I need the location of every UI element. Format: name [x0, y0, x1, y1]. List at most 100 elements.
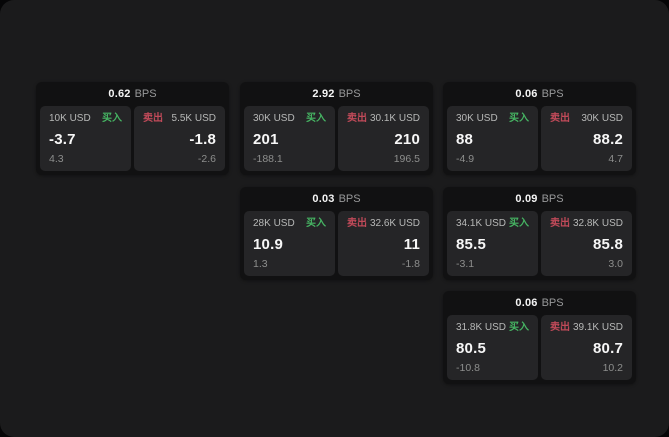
spread-header: 2.92 BPS: [240, 82, 433, 106]
spread-value: 0.62: [108, 88, 131, 100]
spread-header: 0.06 BPS: [443, 291, 636, 315]
quote-card: 0.62 BPS 10K USD 买入 -3.7 4.3 卖出 5.5K USD…: [36, 82, 229, 175]
buy-notional: 10K USD: [49, 113, 91, 124]
buy-panel[interactable]: 28K USD 买入 10.9 1.3: [244, 211, 335, 276]
sell-change: -2.6: [197, 153, 216, 165]
quote-panels: 31.8K USD 买入 80.5 -10.8 卖出 39.1K USD 80.…: [443, 315, 636, 384]
sell-panel[interactable]: 卖出 30K USD 88.2 4.7: [541, 106, 632, 171]
spread-value: 0.09: [515, 193, 538, 205]
sell-price: 88.2: [593, 131, 623, 148]
buy-notional: 34.1K USD: [456, 218, 507, 229]
sell-price: 11: [403, 236, 420, 253]
spread-header: 0.06 BPS: [443, 82, 636, 106]
buy-panel[interactable]: 30K USD 买入 201 -188.1: [244, 106, 335, 171]
buy-panel-top-row: 30K USD 买入: [253, 113, 326, 125]
buy-change: 1.3: [253, 258, 268, 270]
spread-value: 0.03: [312, 193, 335, 205]
sell-change: -1.8: [401, 258, 420, 270]
sell-panel-top-row: 卖出 5.5K USD: [143, 113, 216, 125]
buy-side-label: 买入: [306, 113, 326, 124]
buy-panel[interactable]: 10K USD 买入 -3.7 4.3: [40, 106, 131, 171]
sell-panel-top-row: 卖出 39.1K USD: [550, 322, 623, 334]
spread-unit-label: BPS: [134, 88, 157, 100]
sell-panel[interactable]: 卖出 5.5K USD -1.8 -2.6: [134, 106, 225, 171]
buy-price: 80.5: [456, 340, 486, 357]
buy-panel-top-row: 30K USD 买入: [456, 113, 529, 125]
sell-notional: 39.1K USD: [572, 322, 623, 333]
sell-side-label: 卖出: [347, 113, 367, 124]
quote-card: 0.09 BPS 34.1K USD 买入 85.5 -3.1 卖出 32.8K…: [443, 187, 636, 280]
sell-change: 196.5: [393, 153, 420, 165]
sell-price: 85.8: [593, 236, 623, 253]
spread-value: 2.92: [312, 88, 335, 100]
buy-change: -3.1: [456, 258, 475, 270]
sell-panel-top-row: 卖出 30K USD: [550, 113, 623, 125]
buy-side-label: 买入: [509, 218, 529, 229]
buy-change: -188.1: [253, 153, 283, 165]
buy-panel-top-row: 10K USD 买入: [49, 113, 122, 125]
buy-price: 10.9: [253, 236, 283, 253]
buy-price: 88: [456, 131, 474, 148]
spread-value: 0.06: [515, 297, 538, 309]
sell-notional: 5.5K USD: [171, 113, 216, 124]
spread-header: 0.62 BPS: [36, 82, 229, 106]
quote-panels: 30K USD 买入 88 -4.9 卖出 30K USD 88.2 4.7: [443, 106, 636, 175]
quote-card: 0.06 BPS 31.8K USD 买入 80.5 -10.8 卖出 39.1…: [443, 291, 636, 384]
sell-panel[interactable]: 卖出 39.1K USD 80.7 10.2: [541, 315, 632, 380]
spread-unit-label: BPS: [541, 88, 564, 100]
sell-price: 80.7: [593, 340, 623, 357]
sell-notional: 30K USD: [581, 113, 623, 124]
sell-change: 10.2: [602, 362, 623, 374]
buy-side-label: 买入: [306, 218, 326, 229]
buy-notional: 30K USD: [253, 113, 295, 124]
buy-notional: 28K USD: [253, 218, 295, 229]
buy-price: 85.5: [456, 236, 486, 253]
buy-panel[interactable]: 34.1K USD 买入 85.5 -3.1: [447, 211, 538, 276]
quote-panels: 34.1K USD 买入 85.5 -3.1 卖出 32.8K USD 85.8…: [443, 211, 636, 280]
buy-panel[interactable]: 31.8K USD 买入 80.5 -10.8: [447, 315, 538, 380]
spread-header: 0.03 BPS: [240, 187, 433, 211]
sell-side-label: 卖出: [143, 113, 163, 124]
sell-panel-top-row: 卖出 30.1K USD: [347, 113, 420, 125]
buy-change: -4.9: [456, 153, 475, 165]
buy-side-label: 买入: [509, 113, 529, 124]
spread-value: 0.06: [515, 88, 538, 100]
buy-notional: 30K USD: [456, 113, 498, 124]
quote-panels: 10K USD 买入 -3.7 4.3 卖出 5.5K USD -1.8 -2.…: [36, 106, 229, 175]
sell-notional: 30.1K USD: [369, 113, 420, 124]
sell-price: 210: [394, 131, 420, 148]
sell-panel-top-row: 卖出 32.6K USD: [347, 218, 420, 230]
sell-side-label: 卖出: [347, 218, 367, 229]
buy-price: 201: [253, 131, 279, 148]
sell-side-label: 卖出: [550, 322, 570, 333]
sell-side-label: 卖出: [550, 113, 570, 124]
quote-card: 0.03 BPS 28K USD 买入 10.9 1.3 卖出 32.6K US…: [240, 187, 433, 280]
quote-card: 0.06 BPS 30K USD 买入 88 -4.9 卖出 30K USD 8…: [443, 82, 636, 175]
sell-price: -1.8: [189, 131, 216, 148]
buy-panel[interactable]: 30K USD 买入 88 -4.9: [447, 106, 538, 171]
buy-change: 4.3: [49, 153, 64, 165]
sell-notional: 32.8K USD: [572, 218, 623, 229]
spread-unit-label: BPS: [541, 193, 564, 205]
quote-panels: 30K USD 买入 201 -188.1 卖出 30.1K USD 210 1…: [240, 106, 433, 175]
sell-side-label: 卖出: [550, 218, 570, 229]
buy-price: -3.7: [49, 131, 76, 148]
sell-change: 3.0: [608, 258, 623, 270]
buy-panel-top-row: 34.1K USD 买入: [456, 218, 529, 230]
spread-unit-label: BPS: [541, 297, 564, 309]
sell-panel[interactable]: 卖出 32.6K USD 11 -1.8: [338, 211, 429, 276]
buy-side-label: 买入: [509, 322, 529, 333]
buy-panel-top-row: 28K USD 买入: [253, 218, 326, 230]
quote-panels: 28K USD 买入 10.9 1.3 卖出 32.6K USD 11 -1.8: [240, 211, 433, 280]
spread-unit-label: BPS: [338, 193, 361, 205]
spread-header: 0.09 BPS: [443, 187, 636, 211]
sell-panel[interactable]: 卖出 30.1K USD 210 196.5: [338, 106, 429, 171]
quote-card: 2.92 BPS 30K USD 买入 201 -188.1 卖出 30.1K …: [240, 82, 433, 175]
spread-unit-label: BPS: [338, 88, 361, 100]
sell-panel-top-row: 卖出 32.8K USD: [550, 218, 623, 230]
buy-side-label: 买入: [102, 113, 122, 124]
sell-change: 4.7: [608, 153, 623, 165]
buy-notional: 31.8K USD: [456, 322, 507, 333]
sell-panel[interactable]: 卖出 32.8K USD 85.8 3.0: [541, 211, 632, 276]
